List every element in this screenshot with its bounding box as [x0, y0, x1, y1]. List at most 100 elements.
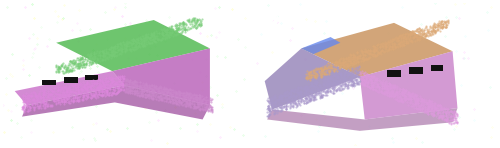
Point: [391, 46, 399, 48]
Point: [410, 101, 418, 103]
Point: [146, 38, 154, 41]
Point: [154, 90, 162, 92]
Point: [54, 93, 62, 95]
Point: [166, 31, 174, 33]
Point: [407, 95, 415, 98]
Point: [122, 42, 130, 44]
Point: [339, 64, 347, 67]
Point: [22, 105, 30, 107]
Point: [352, 78, 360, 80]
Point: [139, 38, 147, 41]
Point: [202, 109, 210, 111]
Point: [300, 86, 308, 89]
Point: [195, 23, 203, 25]
Point: [127, 48, 135, 50]
Point: [165, 36, 173, 38]
Point: [304, 73, 312, 75]
Point: [438, 109, 446, 111]
Point: [340, 87, 348, 89]
Point: [368, 80, 376, 83]
Point: [366, 80, 374, 83]
Point: [316, 83, 324, 86]
Point: [68, 95, 76, 97]
Point: [405, 97, 413, 99]
Point: [388, 89, 396, 91]
Point: [137, 42, 145, 45]
Point: [336, 58, 344, 60]
Point: [361, 81, 369, 83]
Point: [280, 94, 288, 96]
Point: [402, 97, 410, 99]
Point: [302, 92, 310, 94]
Point: [310, 74, 318, 77]
Point: [370, 46, 378, 49]
Point: [181, 103, 189, 105]
Point: [132, 85, 140, 87]
Point: [312, 92, 320, 95]
Point: [52, 71, 60, 73]
Point: [84, 86, 92, 88]
Point: [130, 42, 138, 44]
Point: [390, 84, 398, 86]
Point: [130, 92, 138, 95]
Point: [366, 49, 374, 51]
Point: [76, 60, 84, 62]
Point: [115, 85, 123, 87]
Point: [94, 91, 102, 93]
Point: [327, 66, 335, 69]
Point: [354, 82, 362, 85]
Point: [438, 26, 446, 28]
Point: [180, 21, 188, 23]
Point: [74, 90, 82, 92]
Point: [199, 108, 207, 111]
Point: [280, 100, 288, 102]
Point: [178, 98, 186, 100]
Point: [25, 98, 33, 100]
Point: [386, 84, 394, 86]
Point: [164, 92, 172, 94]
Point: [438, 20, 446, 22]
Point: [154, 37, 162, 39]
Point: [30, 98, 38, 100]
Point: [379, 81, 387, 83]
Point: [290, 89, 298, 92]
Point: [42, 94, 50, 96]
Point: [114, 91, 122, 94]
Point: [340, 82, 347, 85]
Point: [282, 106, 290, 108]
Point: [196, 107, 203, 110]
Point: [350, 58, 358, 60]
Point: [430, 30, 438, 32]
Point: [73, 64, 81, 67]
Point: [118, 45, 126, 47]
Point: [111, 82, 119, 84]
Point: [141, 87, 149, 89]
Point: [424, 29, 432, 31]
Point: [102, 50, 110, 52]
Point: [312, 73, 320, 75]
Point: [64, 66, 72, 69]
Point: [74, 65, 82, 68]
Point: [316, 67, 324, 69]
Point: [380, 86, 388, 89]
Point: [62, 71, 70, 74]
Point: [112, 93, 120, 95]
Point: [295, 102, 303, 105]
Point: [304, 77, 312, 79]
Point: [162, 88, 170, 90]
Point: [332, 89, 340, 91]
Point: [126, 86, 134, 89]
Point: [326, 64, 334, 67]
Point: [282, 108, 290, 111]
Point: [324, 66, 332, 69]
Point: [166, 89, 174, 91]
Point: [453, 121, 461, 123]
Point: [282, 99, 290, 102]
Point: [356, 77, 364, 79]
Point: [154, 87, 162, 89]
Point: [126, 86, 134, 88]
Point: [383, 42, 391, 44]
Point: [160, 100, 168, 102]
Point: [413, 98, 421, 101]
Point: [318, 94, 326, 96]
